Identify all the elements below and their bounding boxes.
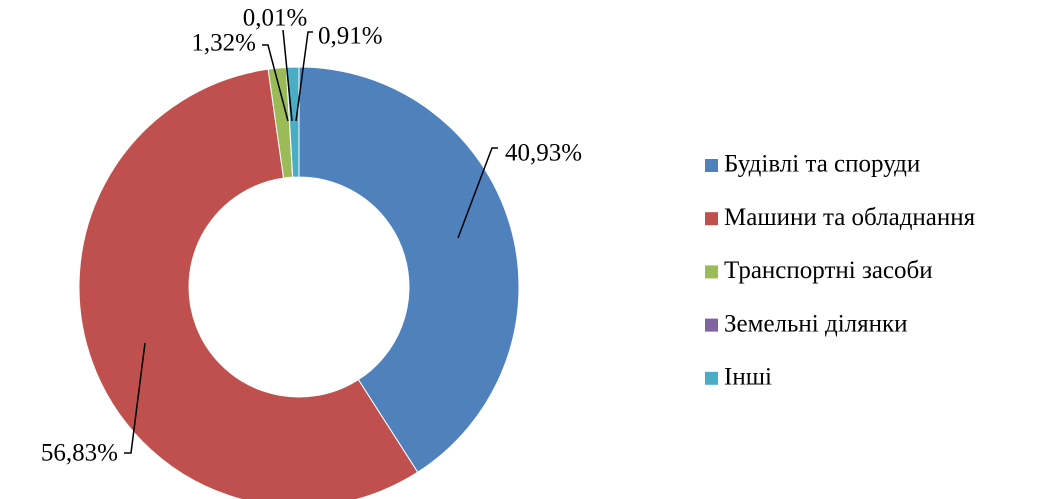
leader-line [124, 342, 146, 454]
data-label: 40,93% [505, 140, 582, 167]
legend-swatch [705, 212, 718, 226]
leader-line [295, 31, 313, 122]
legend-label: Будівлі та споруди [724, 151, 920, 178]
donut-slice [78, 68, 419, 499]
legend-label: Інші [724, 364, 772, 391]
data-label: 1,32% [191, 30, 256, 57]
donut-slice [298, 66, 520, 473]
data-label: 56,83% [41, 440, 118, 467]
legend-swatch [705, 318, 718, 332]
legend-swatch [705, 265, 718, 279]
leader-line [262, 44, 289, 122]
legend-label: Земельні ділянки [724, 310, 908, 337]
legend-swatch [705, 159, 718, 172]
legend-label: Машини та обладнання [724, 204, 976, 231]
data-label: 0,91% [318, 23, 383, 50]
legend-label: Транспортні засоби [724, 257, 933, 284]
leader-line [282, 29, 293, 122]
data-label: 0,01% [243, 5, 308, 32]
legend-swatch [705, 371, 718, 385]
leader-line [457, 147, 498, 239]
